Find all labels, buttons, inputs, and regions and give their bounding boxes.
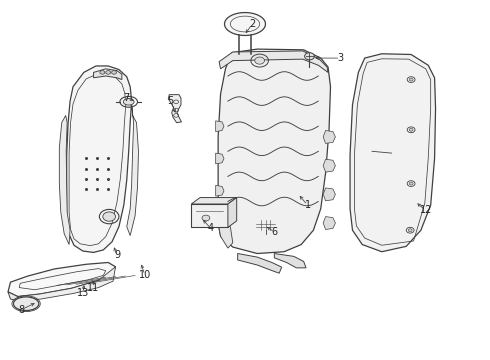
Polygon shape <box>8 292 19 301</box>
Polygon shape <box>238 253 282 273</box>
Text: 13: 13 <box>76 288 89 298</box>
Ellipse shape <box>123 99 134 105</box>
Circle shape <box>112 71 117 74</box>
Polygon shape <box>67 66 132 252</box>
Polygon shape <box>350 54 436 252</box>
Text: 7: 7 <box>123 93 130 103</box>
Polygon shape <box>216 185 224 196</box>
Text: 12: 12 <box>419 206 432 216</box>
Text: 4: 4 <box>208 224 214 233</box>
Polygon shape <box>218 223 233 248</box>
Circle shape <box>100 71 105 74</box>
Polygon shape <box>18 267 116 301</box>
Polygon shape <box>323 159 335 172</box>
Circle shape <box>106 71 111 74</box>
Circle shape <box>409 78 413 81</box>
Polygon shape <box>216 153 224 164</box>
Polygon shape <box>323 131 335 143</box>
Text: 5: 5 <box>168 96 174 106</box>
Circle shape <box>103 212 116 221</box>
Polygon shape <box>191 198 237 204</box>
Circle shape <box>202 215 210 221</box>
Polygon shape <box>218 49 331 253</box>
Circle shape <box>408 229 412 231</box>
Text: 10: 10 <box>139 270 151 280</box>
Text: 2: 2 <box>249 19 255 29</box>
Polygon shape <box>219 51 328 72</box>
Text: 3: 3 <box>337 53 343 63</box>
Text: 6: 6 <box>271 227 277 237</box>
Polygon shape <box>127 105 139 235</box>
Text: 9: 9 <box>114 250 120 260</box>
Polygon shape <box>228 198 237 227</box>
Polygon shape <box>191 204 228 227</box>
Text: 1: 1 <box>304 200 311 210</box>
Circle shape <box>409 129 413 131</box>
Polygon shape <box>224 13 266 36</box>
Circle shape <box>409 182 413 185</box>
Circle shape <box>305 53 315 60</box>
Polygon shape <box>274 253 306 268</box>
Polygon shape <box>8 262 116 297</box>
Polygon shape <box>168 95 181 123</box>
Polygon shape <box>94 69 122 80</box>
Text: 8: 8 <box>18 305 24 315</box>
Circle shape <box>255 57 265 64</box>
Polygon shape <box>216 121 224 132</box>
Bar <box>256 220 275 230</box>
Text: 11: 11 <box>87 283 99 293</box>
Ellipse shape <box>13 297 39 311</box>
Bar <box>306 66 314 70</box>
Polygon shape <box>59 116 70 244</box>
Polygon shape <box>323 188 335 201</box>
Polygon shape <box>323 217 335 229</box>
